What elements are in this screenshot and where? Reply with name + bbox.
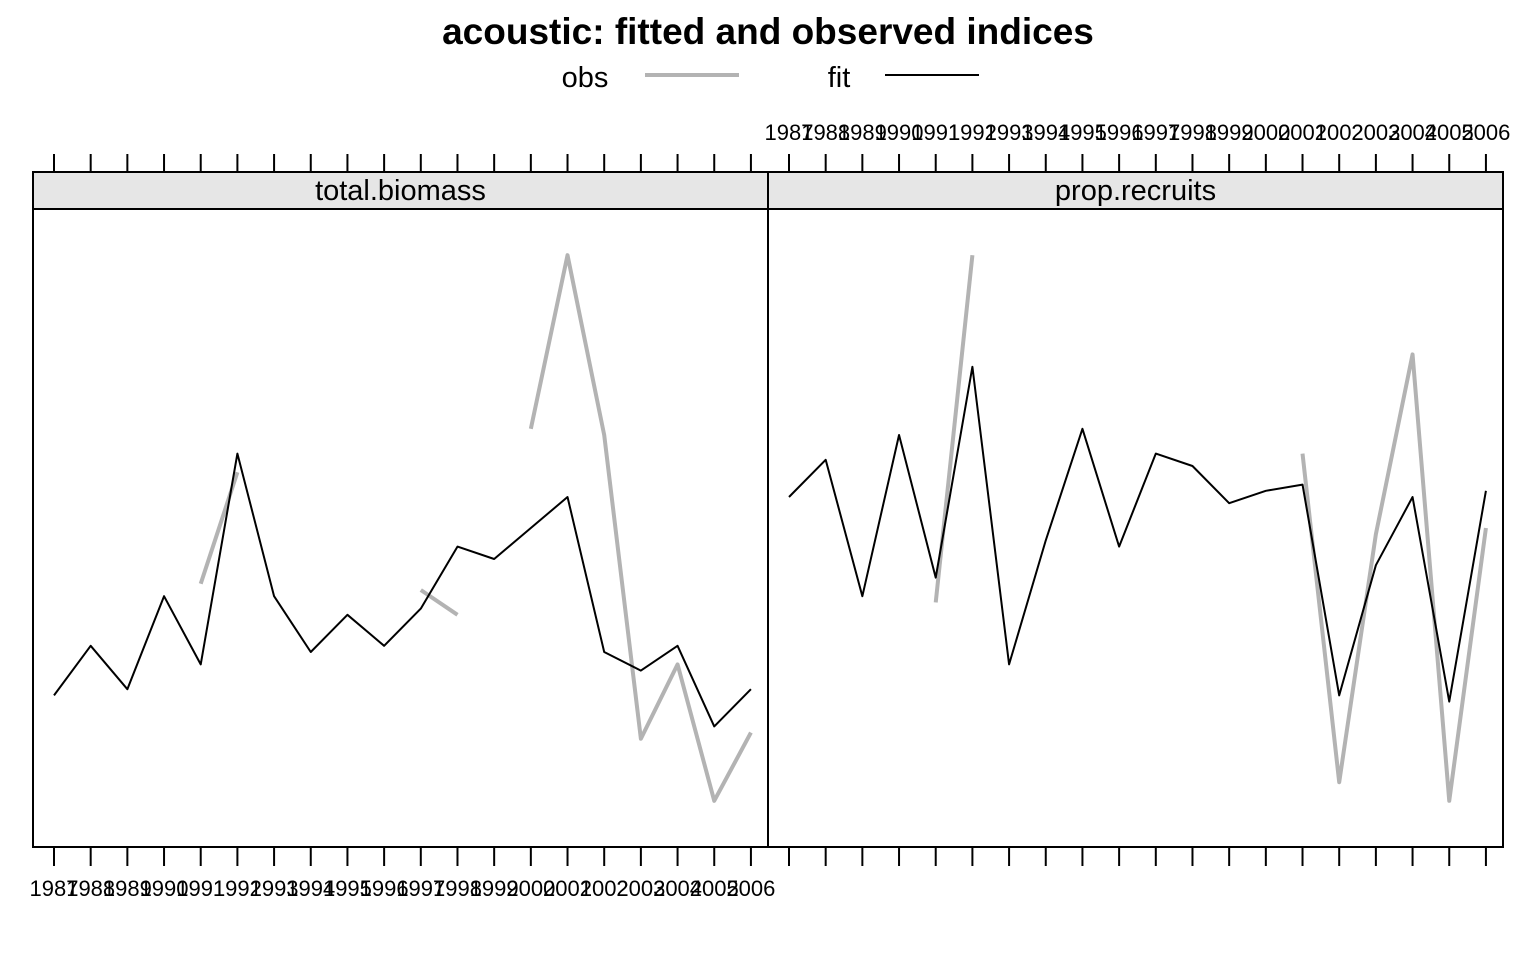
legend: obs fit — [562, 62, 979, 94]
x-tick-label: 1996 — [360, 876, 409, 901]
series-fit-line — [53, 452, 752, 728]
panel-prop-recruits: prop.recruits198719881989199019911992199… — [765, 120, 1510, 866]
x-tick-label: 2000 — [1241, 120, 1290, 145]
x-tick-label: 1988 — [66, 876, 115, 901]
x-tick-label: 1989 — [103, 876, 152, 901]
series-obs-line — [528, 253, 753, 803]
x-tick-label: 2006 — [726, 876, 775, 901]
x-tick-label: 1994 — [286, 876, 335, 901]
x-tick-label: 1992 — [948, 120, 997, 145]
x-tick-label: 1998 — [433, 876, 482, 901]
chart-title: acoustic: fitted and observed indices — [442, 11, 1094, 52]
x-tick-label: 1993 — [250, 876, 299, 901]
series-fit-line — [788, 365, 1487, 703]
x-tick-label: 1993 — [985, 120, 1034, 145]
x-tick-label: 1999 — [1205, 120, 1254, 145]
legend-label-obs: obs — [562, 62, 609, 94]
x-tick-label: 2006 — [1461, 120, 1510, 145]
x-tick-label: 2002 — [1315, 120, 1364, 145]
x-tick-label: 1998 — [1168, 120, 1217, 145]
panel-total-biomass: total.biomass198719881989199019911992199… — [30, 154, 775, 901]
x-tick-label: 1989 — [838, 120, 887, 145]
x-tick-label: 1990 — [140, 876, 189, 901]
x-tick-label: 2002 — [580, 876, 629, 901]
x-tick-label: 2000 — [506, 876, 555, 901]
x-tick-label: 2001 — [543, 876, 592, 901]
strip-label: total.biomass — [315, 175, 486, 207]
x-tick-label: 1987 — [30, 876, 79, 901]
plot-frame — [32, 208, 769, 848]
panels: total.biomass198719881989199019911992199… — [30, 120, 1511, 901]
x-tick-label: 1988 — [801, 120, 850, 145]
x-tick-label: 1997 — [1131, 120, 1180, 145]
x-tick-label: 1994 — [1021, 120, 1070, 145]
x-tick-label: 1995 — [1058, 120, 1107, 145]
series-obs-line — [1300, 352, 1488, 803]
x-tick-label: 1990 — [875, 120, 924, 145]
x-tick-label: 2005 — [1425, 120, 1474, 145]
x-tick-label: 1992 — [213, 876, 262, 901]
legend-label-fit: fit — [828, 62, 851, 94]
x-tick-label: 1987 — [765, 120, 814, 145]
x-tick-label: 2001 — [1278, 120, 1327, 145]
strip-label: prop.recruits — [1055, 175, 1216, 207]
x-tick-label: 1996 — [1095, 120, 1144, 145]
x-tick-label: 1995 — [323, 876, 372, 901]
x-tick-label: 1991 — [911, 120, 960, 145]
plot-frame — [767, 208, 1504, 848]
x-tick-label: 2004 — [653, 876, 702, 901]
x-tick-label: 2005 — [690, 876, 739, 901]
x-tick-label: 1991 — [176, 876, 225, 901]
x-tick-label: 2004 — [1388, 120, 1437, 145]
x-tick-label: 1997 — [396, 876, 445, 901]
series-obs-line — [419, 588, 459, 617]
x-tick-label: 1999 — [470, 876, 519, 901]
x-tick-label: 2003 — [616, 876, 665, 901]
x-tick-label: 2003 — [1351, 120, 1400, 145]
